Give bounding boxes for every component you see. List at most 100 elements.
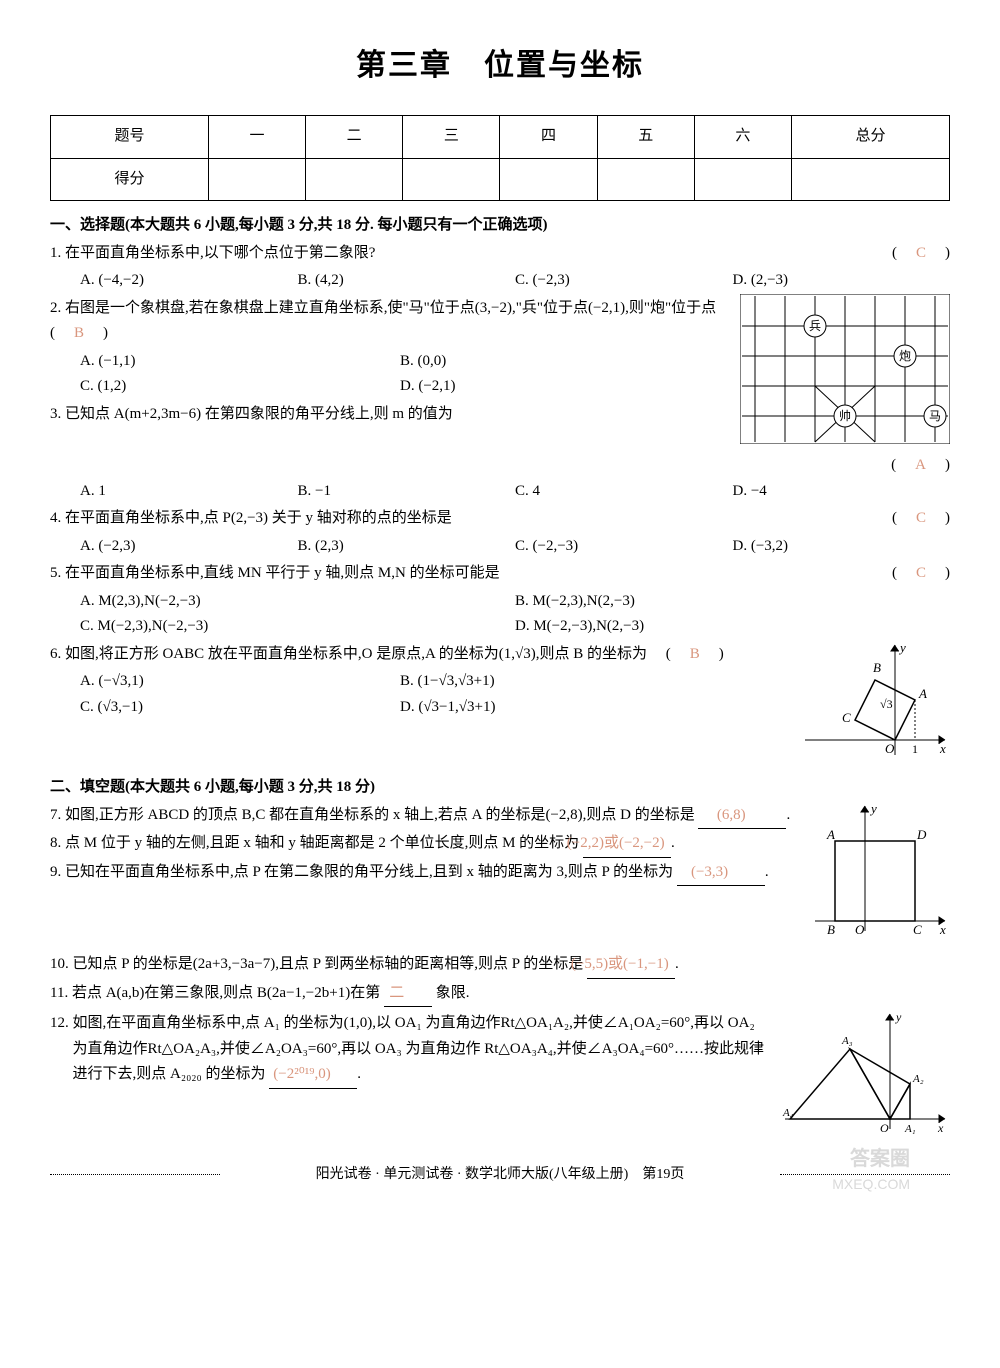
answer-paren: ( B ) [651, 646, 724, 662]
q12: 12. 如图,在平面直角坐标系中,点 A₁ 的坐标为(1,0),以 OA₁ 为直… [50, 1011, 773, 1089]
q4-opt-d: D. (−3,2) [733, 534, 951, 560]
svg-text:A₃: A₃ [841, 1035, 853, 1047]
q5-opt-a: A. M(2,3),N(−2,−3) [80, 589, 515, 615]
q2-opt-b: B. (0,0) [400, 349, 720, 375]
q1-stem: 1. 在平面直角坐标系中,以下哪个点位于第二象限? [50, 245, 375, 261]
q6-opt-a: A. (−√3,1) [80, 669, 400, 695]
svg-text:1: 1 [912, 742, 918, 756]
q2-opt-d: D. (−2,1) [400, 374, 720, 400]
svg-text:A₄: A₄ [782, 1107, 794, 1119]
svg-text:x: x [939, 922, 946, 937]
score-header: 一 [208, 116, 305, 159]
svg-text:A: A [918, 686, 927, 701]
score-header: 总分 [792, 116, 950, 159]
score-header: 题号 [51, 116, 209, 159]
q1-opt-a: A. (−4,−2) [80, 268, 298, 294]
q5-opt-c: C. M(−2,3),N(−2,−3) [80, 614, 515, 640]
svg-text:O: O [885, 741, 895, 756]
score-row-label: 得分 [51, 158, 209, 201]
svg-text:C: C [913, 922, 922, 937]
q3-opt-b: B. −1 [298, 479, 516, 505]
svg-text:y: y [895, 1010, 902, 1024]
q7-stem: 7. 如图,正方形 ABCD 的顶点 B,C 都在直角坐标系的 x 轴上,若点 … [50, 807, 695, 823]
q9-stem: 9. 已知在平面直角坐标系中,点 P 在第二象限的角平分线上,且到 x 轴的距离… [50, 864, 673, 880]
q5-opt-b: B. M(−2,3),N(2,−3) [515, 589, 950, 615]
q6-opt-b: B. (1−√3,√3+1) [400, 669, 720, 695]
score-header: 三 [403, 116, 500, 159]
q1-answer: C [912, 245, 930, 261]
section-1-head: 一、选择题(本大题共 6 小题,每小题 3 分,共 18 分. 每小题只有一个正… [50, 213, 950, 239]
svg-text:马: 马 [929, 409, 941, 423]
svg-text:√3: √3 [880, 697, 893, 711]
score-table: 题号 一 二 三 四 五 六 总分 得分 [50, 115, 950, 201]
q11: 11. 若点 A(a,b)在第三象限,则点 B(2a−1,−2b+1)在第 二 … [50, 981, 950, 1008]
q8: 8. 点 M 位于 y 轴的左侧,且距 x 轴和 y 轴距离都是 2 个单位长度… [50, 831, 803, 858]
q6-stem: 6. 如图,将正方形 OABC 放在平面直角坐标系中,O 是原点,A 的坐标为(… [50, 646, 647, 662]
q1-opt-c: C. (−2,3) [515, 268, 733, 294]
q6-opt-d: D. (√3−1,√3+1) [400, 695, 720, 721]
q9-answer: (−3,3) [677, 860, 765, 887]
svg-text:A₂: A₂ [912, 1073, 924, 1085]
punct: . [357, 1066, 361, 1082]
q4-stem: 4. 在平面直角坐标系中,点 P(2,−3) 关于 y 轴对称的点的坐标是 [50, 510, 452, 526]
q12-stem: 12. 如图,在平面直角坐标系中,点 A₁ 的坐标为(1,0),以 OA₁ 为直… [50, 1015, 764, 1082]
q3-answer: A [911, 457, 930, 473]
q3-opt-a: A. 1 [80, 479, 298, 505]
q8-answer: (−2,2)或(−2,−2) [583, 831, 671, 858]
svg-text:x: x [937, 1121, 944, 1135]
q2-figure: 兵 炮 帅 马 [740, 294, 950, 454]
chapter-title: 第三章 位置与坐标 [50, 40, 950, 91]
svg-text:D: D [916, 827, 927, 842]
q6-opt-c: C. (√3,−1) [80, 695, 400, 721]
q7-figure: A D B O C x y [810, 801, 950, 951]
q3-stem: 3. 已知点 A(m+2,3m−6) 在第四象限的角平分线上,则 m 的值为 [50, 406, 453, 422]
q11-stem-b: 象限. [436, 985, 470, 1001]
svg-text:炮: 炮 [899, 349, 911, 363]
q4-opt-c: C. (−2,−3) [515, 534, 733, 560]
answer-paren: ( C ) [892, 561, 950, 587]
svg-text:x: x [939, 741, 946, 756]
score-header: 四 [500, 116, 597, 159]
punct: . [675, 956, 679, 972]
q11-answer: 二 [384, 981, 432, 1008]
q6-answer: B [686, 646, 704, 662]
q7-answer: (6,8) [698, 803, 786, 830]
q5: 5. 在平面直角坐标系中,直线 MN 平行于 y 轴,则点 M,N 的坐标可能是… [50, 561, 950, 587]
q4-opt-b: B. (2,3) [298, 534, 516, 560]
q2-opt-c: C. (1,2) [80, 374, 400, 400]
q2-opt-a: A. (−1,1) [80, 349, 400, 375]
svg-text:B: B [827, 922, 835, 937]
q8-stem: 8. 点 M 位于 y 轴的左侧,且距 x 轴和 y 轴距离都是 2 个单位长度… [50, 835, 579, 851]
svg-text:兵: 兵 [809, 319, 821, 333]
q5-stem: 5. 在平面直角坐标系中,直线 MN 平行于 y 轴,则点 M,N 的坐标可能是 [50, 565, 500, 581]
svg-text:O: O [855, 922, 865, 937]
svg-text:O: O [880, 1121, 889, 1135]
q1-opt-d: D. (2,−3) [733, 268, 951, 294]
watermark: 答案圈 [850, 1142, 910, 1176]
punct: . [671, 835, 675, 851]
svg-text:A₁: A₁ [904, 1123, 916, 1135]
q2-answer: B [70, 325, 88, 341]
q10-answer: (−5,5)或(−1,−1) [587, 952, 675, 979]
svg-text:y: y [869, 801, 877, 816]
q7: 7. 如图,正方形 ABCD 的顶点 B,C 都在直角坐标系的 x 轴上,若点 … [50, 803, 803, 830]
q9: 9. 已知在平面直角坐标系中,点 P 在第二象限的角平分线上,且到 x 轴的距离… [50, 860, 803, 887]
q11-stem-a: 11. 若点 A(a,b)在第三象限,则点 B(2a−1,−2b+1)在第 [50, 985, 380, 1001]
q3-opt-d: D. −4 [733, 479, 951, 505]
q4: 4. 在平面直角坐标系中,点 P(2,−3) 关于 y 轴对称的点的坐标是 ( … [50, 506, 950, 532]
answer-paren: ( C ) [892, 241, 950, 267]
svg-text:y: y [898, 640, 906, 655]
q2-stem: 2. 右图是一个象棋盘,若在象棋盘上建立直角坐标系,使"马"位于点(3,−2),… [50, 300, 716, 316]
q1: 1. 在平面直角坐标系中,以下哪个点位于第二象限? ( C ) [50, 241, 950, 267]
q3-opt-c: C. 4 [515, 479, 733, 505]
section-2-head: 二、填空题(本大题共 6 小题,每小题 3 分,共 18 分) [50, 775, 950, 801]
punct: . [765, 864, 769, 880]
q12-answer: (−2²⁰¹⁹,0) [269, 1062, 357, 1089]
q5-opt-d: D. M(−2,−3),N(2,−3) [515, 614, 950, 640]
q6-figure: √3 B A C O 1 x y [800, 640, 950, 770]
svg-text:帅: 帅 [839, 409, 851, 423]
score-header: 五 [597, 116, 694, 159]
score-header: 二 [306, 116, 403, 159]
q10-stem: 10. 已知点 P 的坐标是(2a+3,−3a−7),且点 P 到两坐标轴的距离… [50, 956, 583, 972]
svg-text:C: C [842, 710, 851, 725]
